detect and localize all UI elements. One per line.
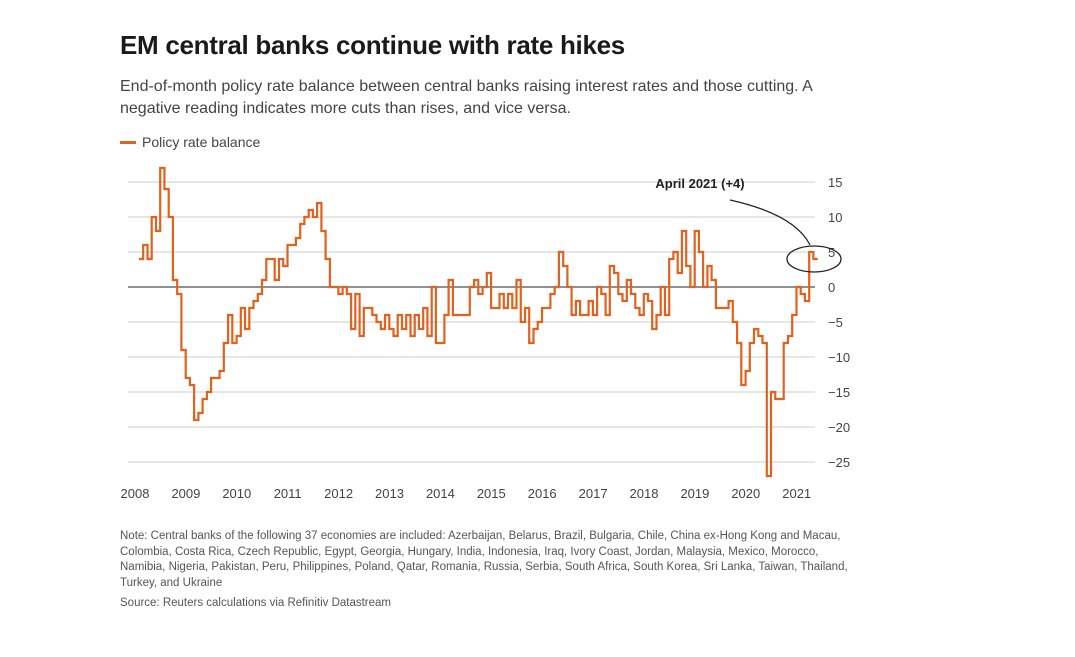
annotation-circle [786,245,842,273]
series-line-policy-rate-balance [139,166,818,478]
annotation: April 2021 (+4) [655,176,842,273]
y-tick-label: 15 [828,175,842,190]
x-tick-label: 2020 [731,486,760,501]
y-tick-label: −20 [828,420,850,435]
x-tick-label: 2009 [171,486,200,501]
legend-label: Policy rate balance [142,134,261,150]
x-tick-label: 2016 [528,486,557,501]
y-tick-label: −10 [828,350,850,365]
legend-swatch [120,140,136,144]
x-tick-label: 2013 [375,486,404,501]
x-tick-label: 2019 [680,486,709,501]
x-tick-label: 2011 [274,486,302,501]
annotation-arrow [729,199,811,246]
x-tick-label: 2017 [579,486,608,501]
legend: Policy rate balance [120,134,260,150]
series [139,166,818,478]
y-tick-label: 0 [828,280,835,295]
x-tick-label: 2018 [630,486,659,501]
x-tick-label: 2014 [426,486,455,501]
chart-title: EM central banks continue with rate hike… [120,30,625,60]
source: Source: Reuters calculations via Refinit… [120,597,392,609]
y-tick-label: −5 [828,315,843,330]
x-tick-label: 2012 [324,486,353,501]
y-tick-label: −25 [828,455,850,470]
annotation-label: April 2021 (+4) [655,176,744,191]
gridlines [128,181,815,463]
note: Note: Central banks of the following 37 … [120,530,848,589]
y-tick-label: 5 [828,245,835,260]
chart-subtitle: End-of-month policy rate balance between… [120,78,812,117]
x-tick-label: 2010 [222,486,251,501]
x-tick-label: 2008 [121,486,150,501]
x-axis: 2008 2009 2010 2011 2012 2013 2014 2015 2016 2017… [121,486,812,501]
x-tick-label: 2021 [782,486,811,501]
y-axis: 15 10 5 0 −5 −10 −15 −20 −25 [828,175,850,470]
x-tick-label: 2015 [477,486,506,501]
y-tick-label: −15 [828,385,850,400]
y-tick-label: 10 [828,210,842,225]
